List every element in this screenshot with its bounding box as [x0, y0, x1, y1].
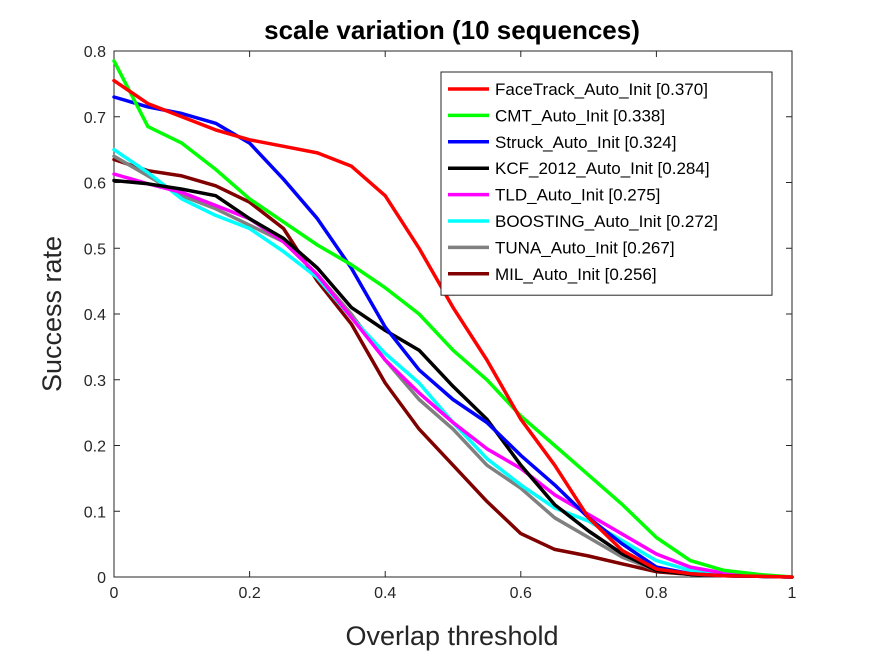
x-tick-label: 0 — [110, 585, 119, 602]
y-tick-label: 0.6 — [84, 176, 106, 193]
x-tick-label: 0.4 — [374, 585, 396, 602]
x-tick-label: 0.8 — [645, 585, 667, 602]
y-tick-label: 0.1 — [84, 504, 106, 521]
plot-area: 0 0.2 0.4 0.6 0.8 1 0 0.1 0.2 0.3 0.4 0.5 0.6 0.7 0.8 — [84, 44, 797, 602]
series-line-facetrack-auto-init — [112, 78, 794, 579]
series-lines — [112, 59, 794, 579]
legend-entry-label: CMT_Auto_Init [0.338] — [495, 106, 665, 125]
x-tick-label: 1 — [788, 585, 797, 602]
y-tick-label: 0.5 — [84, 241, 106, 258]
legend-entry-label: FaceTrack_Auto_Init [0.370] — [495, 80, 708, 99]
y-tick-label: 0.4 — [84, 307, 106, 324]
x-axis-label: Overlap threshold — [345, 621, 558, 651]
series-line-tld-auto-init — [112, 172, 794, 579]
y-tick-label: 0.7 — [84, 110, 106, 127]
y-tick-label: 0.3 — [84, 373, 106, 390]
y-axis-label: Success rate — [37, 236, 67, 392]
y-tick-label: 0.2 — [84, 439, 106, 456]
legend-entry-label: MIL_Auto_Init [0.256] — [495, 265, 657, 284]
legend-entry-label: Struck_Auto_Init [0.324] — [495, 133, 676, 152]
y-tick-label: 0 — [97, 570, 106, 587]
legend-entry-label: KCF_2012_Auto_Init [0.284] — [495, 159, 710, 178]
legend-box — [440, 71, 773, 296]
x-tick-label: 0.2 — [238, 585, 260, 602]
legend-entry-label: TLD_Auto_Init [0.275] — [495, 186, 660, 205]
series-line-cmt-auto-init — [112, 59, 794, 579]
legend-entry-label: TUNA_Auto_Init [0.267] — [495, 238, 675, 257]
y-tick-label: 0.8 — [84, 44, 106, 61]
legend: FaceTrack_Auto_Init [0.370] CMT_Auto_Init… — [440, 71, 773, 296]
chart-title: scale variation (10 sequences) — [264, 15, 640, 45]
x-tick-label: 0.6 — [510, 585, 532, 602]
legend-entry-label: BOOSTING_Auto_Init [0.272] — [495, 212, 718, 231]
